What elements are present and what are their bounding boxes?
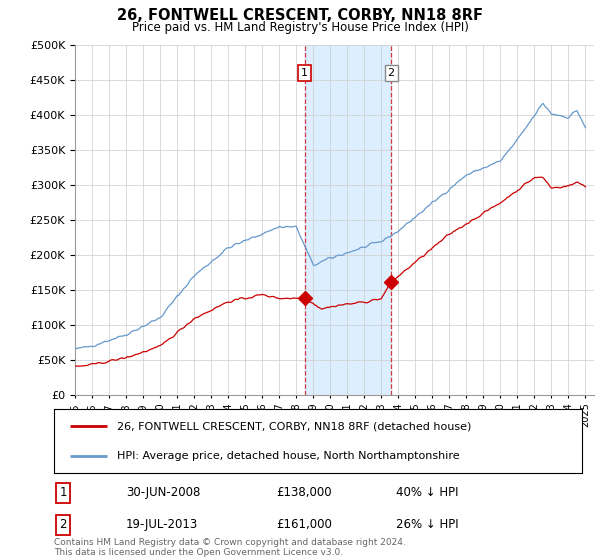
Text: 26% ↓ HPI: 26% ↓ HPI [396, 518, 458, 531]
Text: £138,000: £138,000 [276, 486, 332, 500]
Text: 2: 2 [388, 68, 395, 78]
Text: HPI: Average price, detached house, North Northamptonshire: HPI: Average price, detached house, Nort… [118, 451, 460, 461]
Text: 2: 2 [59, 518, 67, 531]
Text: 26, FONTWELL CRESCENT, CORBY, NN18 8RF: 26, FONTWELL CRESCENT, CORBY, NN18 8RF [117, 8, 483, 24]
Text: 1: 1 [301, 68, 308, 78]
Text: 26, FONTWELL CRESCENT, CORBY, NN18 8RF (detached house): 26, FONTWELL CRESCENT, CORBY, NN18 8RF (… [118, 421, 472, 431]
Text: 40% ↓ HPI: 40% ↓ HPI [396, 486, 458, 500]
Text: 30-JUN-2008: 30-JUN-2008 [126, 486, 200, 500]
Text: £161,000: £161,000 [276, 518, 332, 531]
Text: 19-JUL-2013: 19-JUL-2013 [126, 518, 198, 531]
Text: Contains HM Land Registry data © Crown copyright and database right 2024.
This d: Contains HM Land Registry data © Crown c… [54, 538, 406, 557]
Bar [305, 45, 391, 395]
Text: Price paid vs. HM Land Registry's House Price Index (HPI): Price paid vs. HM Land Registry's House … [131, 21, 469, 34]
Text: 1: 1 [59, 486, 67, 500]
